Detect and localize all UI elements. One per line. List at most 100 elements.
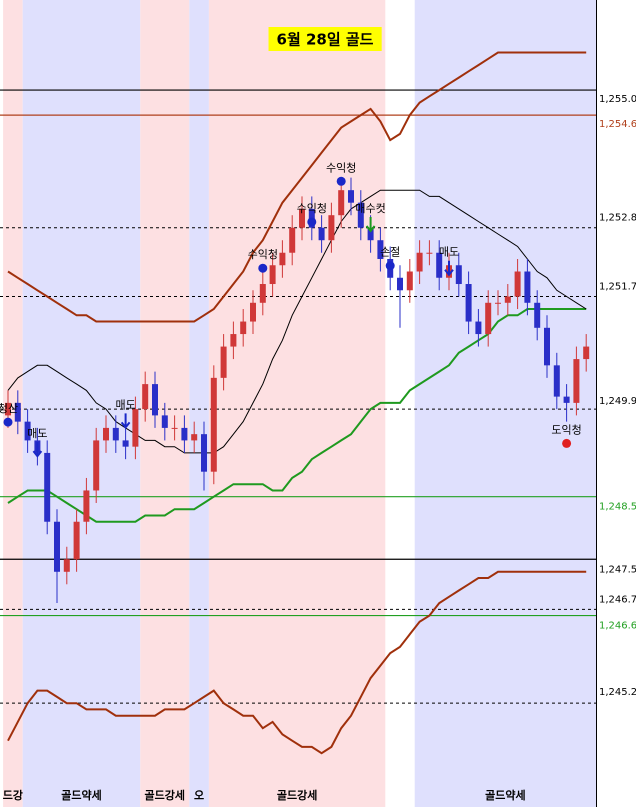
candle-body — [103, 427, 109, 441]
signal-arrow — [120, 413, 131, 429]
annotation-text: 수익청 — [248, 248, 278, 261]
candle-body — [475, 321, 482, 335]
region-label: 골드강세 — [145, 788, 185, 802]
candle-body — [112, 427, 119, 441]
annotation-text: 수익청 — [297, 202, 327, 215]
region-label: 골드강세 — [277, 788, 317, 802]
indicator-line — [7, 189, 587, 454]
level-label: 1,249.9 — [599, 396, 636, 407]
annotation-text: 손절 — [380, 246, 400, 259]
level-label: 1,245.2 — [599, 687, 636, 698]
candle-body — [553, 365, 560, 397]
candle-body — [201, 434, 207, 472]
signal-marker — [385, 261, 395, 271]
region — [414, 0, 596, 807]
candle-body — [259, 284, 266, 303]
candle-body — [524, 271, 531, 303]
candle-body — [63, 559, 70, 572]
candle-body — [416, 252, 423, 272]
signal-arrow — [365, 216, 376, 233]
level-label: 1,254.6 — [599, 119, 636, 130]
candle-body — [348, 190, 354, 203]
candle-body — [544, 327, 550, 366]
candle-body — [250, 302, 256, 322]
candle-body — [191, 434, 198, 441]
level-label: 1,248.5 — [599, 502, 636, 513]
region — [3, 0, 23, 807]
candle-body — [230, 334, 237, 347]
region-label: 드강 — [3, 788, 23, 802]
annotation-text: 수익청 — [326, 161, 356, 174]
signal-marker — [336, 176, 346, 186]
candle-body — [44, 452, 51, 522]
candle-body — [181, 427, 188, 441]
annotation-text: 매도 — [439, 246, 459, 259]
candle-body — [455, 265, 462, 285]
candle-body — [563, 396, 570, 403]
annotation-text: 청산 — [0, 402, 18, 415]
level-label: 1,255.0 — [599, 94, 636, 105]
candle-body — [161, 415, 168, 428]
region — [22, 0, 141, 807]
indicator-line — [7, 570, 587, 755]
candle-body — [426, 252, 433, 254]
region-label: 골드약세 — [61, 788, 101, 802]
candle-body — [299, 208, 305, 228]
level-label: 1,246.6 — [599, 621, 636, 632]
candle-body — [465, 284, 472, 322]
candle-body — [54, 521, 60, 572]
annotation-text: 매도 — [115, 398, 135, 411]
region-label: 골드약세 — [485, 788, 525, 802]
candle-body — [328, 215, 335, 241]
candle-body — [210, 377, 217, 472]
level-label: 1,251.7 — [599, 282, 636, 293]
candle-body — [220, 346, 227, 378]
axis-area — [597, 0, 636, 807]
candle-body — [534, 302, 541, 328]
candle-body — [573, 359, 580, 403]
level-label: 1,252.8 — [599, 213, 636, 224]
signal-marker — [307, 217, 317, 227]
region — [189, 0, 209, 807]
region-label: 오 — [194, 789, 204, 802]
candle-body — [367, 227, 374, 241]
candle-body — [504, 296, 511, 303]
level-label: 1,246.7 — [599, 594, 636, 605]
candle-body — [24, 421, 31, 441]
candle-body — [289, 227, 296, 253]
candle-body — [73, 521, 80, 560]
candle-body — [485, 302, 492, 335]
candle-body — [397, 277, 403, 291]
candle-body — [93, 440, 100, 491]
title-box — [268, 27, 382, 51]
candle-body — [142, 384, 149, 410]
axis-labels: 1,255.0 1,254.6 1,252.8 1,251.7 1,249.9 1,248… — [599, 94, 636, 698]
candle-body — [5, 402, 11, 416]
candle-body — [406, 271, 413, 291]
candle-body — [240, 321, 247, 335]
candle-body — [279, 252, 286, 266]
region — [208, 0, 386, 807]
level-label: 1,247.5 — [599, 564, 636, 575]
signal-marker — [258, 263, 268, 273]
candle-body — [357, 202, 364, 228]
signal-arrow — [32, 442, 43, 458]
candle-body — [14, 402, 21, 422]
regions: 드강 골드약세 골드강세 오 골드강세 골드약세 — [3, 0, 596, 807]
signal-marker — [3, 417, 13, 427]
indicator-line — [7, 51, 587, 323]
candle-body — [338, 190, 345, 216]
annotation-text: 매도 — [27, 427, 47, 440]
candle-body — [514, 271, 521, 297]
candle-body — [83, 490, 90, 522]
candle-body — [583, 346, 590, 360]
annotation-text: 도익청 — [551, 423, 581, 436]
annotation-text: 매수컷 — [355, 202, 385, 215]
signal-arrow — [444, 260, 454, 277]
candle-body — [318, 227, 325, 241]
candle-body — [377, 240, 384, 259]
chart-title: 6월 28일 골드 — [277, 31, 374, 49]
